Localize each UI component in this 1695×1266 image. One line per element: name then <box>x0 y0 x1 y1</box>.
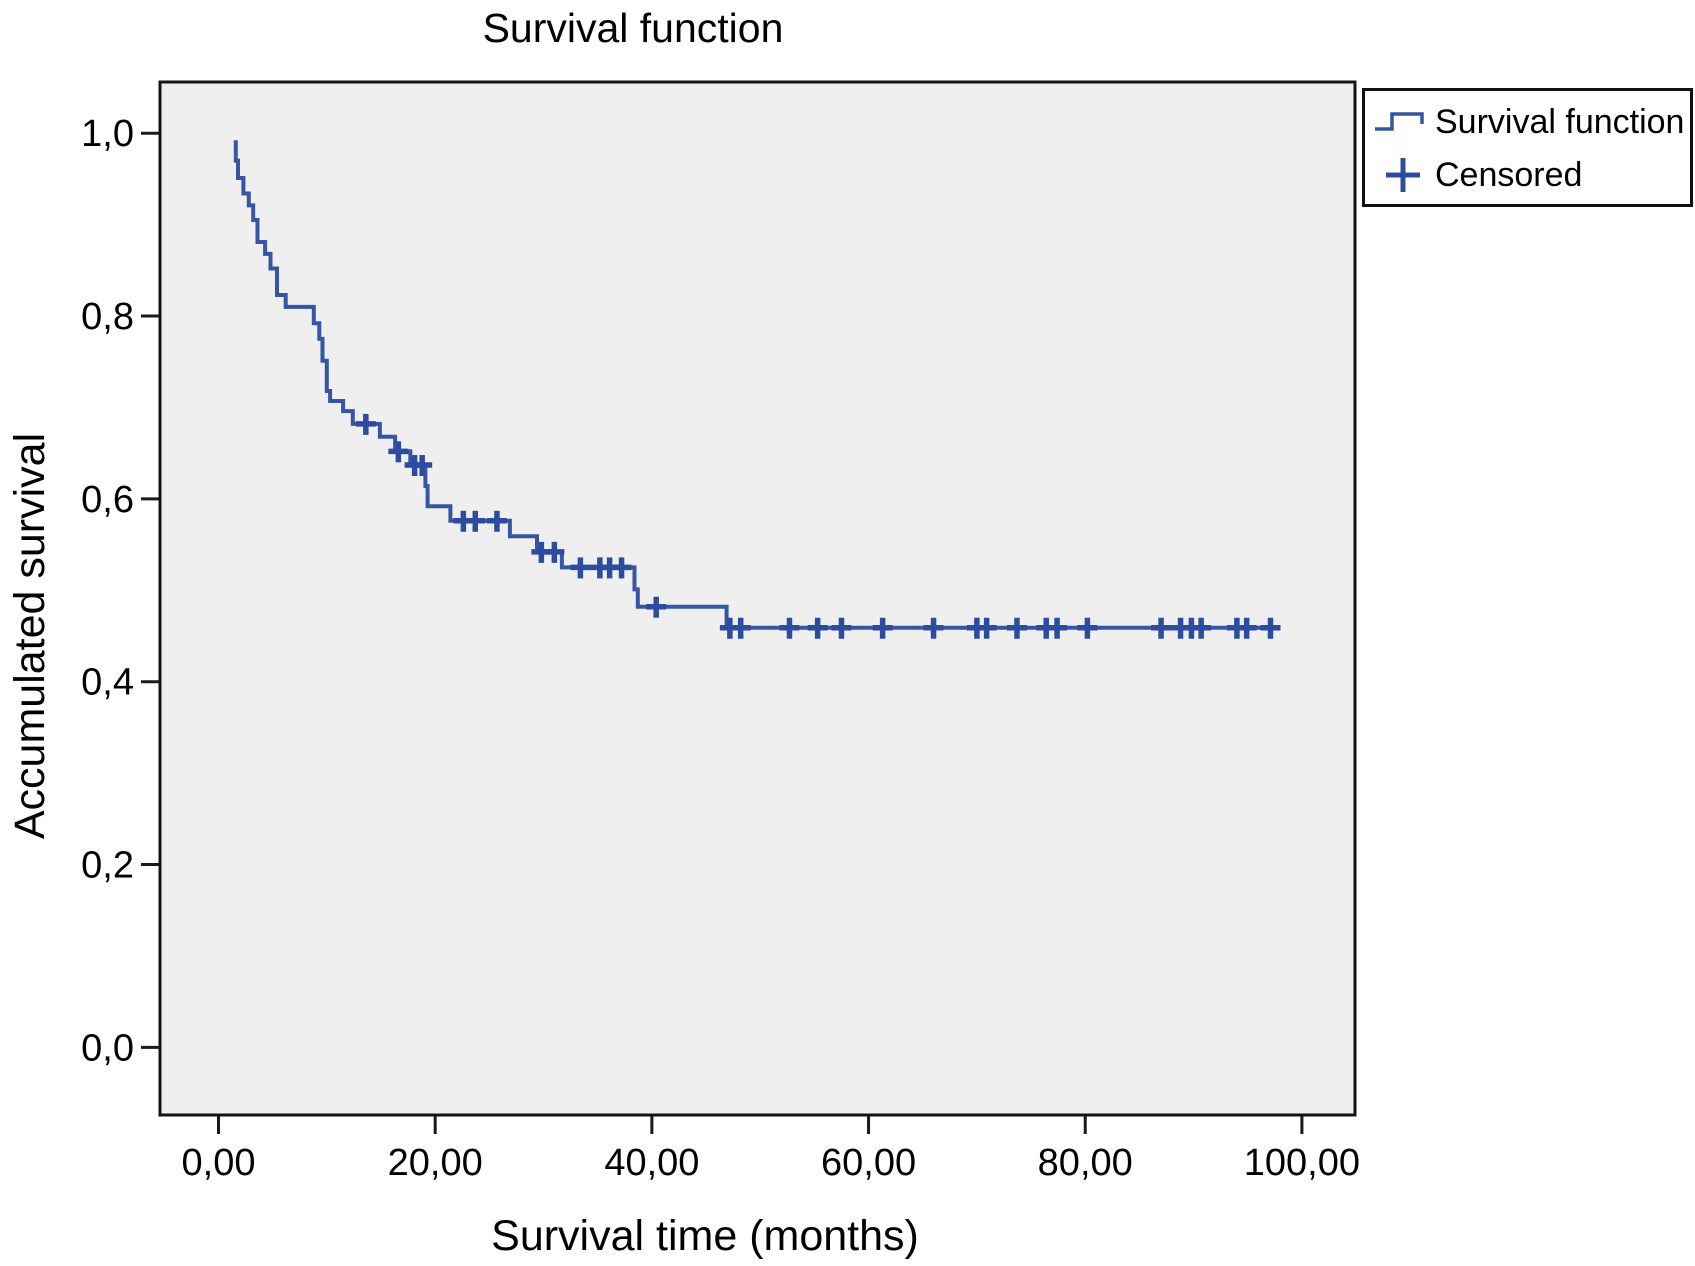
legend-item-label: Survival function <box>1435 102 1685 141</box>
plot-area-background <box>160 82 1355 1115</box>
y-axis-title: Accumulated survival <box>6 433 54 839</box>
y-tick-label: 0,4 <box>81 662 134 704</box>
legend-item-censored: Censored <box>1371 148 1690 201</box>
x-tick-label: 0,00 <box>182 1142 256 1184</box>
survival-curve <box>233 140 1277 630</box>
step-line-icon <box>1371 102 1435 142</box>
chart-title: Survival function <box>483 5 784 51</box>
x-tick-label: 20,00 <box>388 1142 483 1184</box>
y-tick-label: 0,8 <box>81 296 134 338</box>
legend-item-survival-function: Survival function <box>1371 95 1690 148</box>
legend: Survival function Censored <box>1362 88 1693 207</box>
x-tick-label: 80,00 <box>1038 1142 1133 1184</box>
y-tick-label: 0,0 <box>81 1027 134 1069</box>
x-tick-label: 100,00 <box>1244 1142 1360 1184</box>
y-tick-label: 1,0 <box>81 113 134 155</box>
x-axis-title: Survival time (months) <box>491 1212 919 1260</box>
legend-item-label: Censored <box>1435 155 1583 194</box>
plus-icon <box>1371 155 1435 195</box>
x-tick-label: 40,00 <box>604 1142 699 1184</box>
y-tick-label: 0,2 <box>81 845 134 887</box>
plot-frame <box>158 80 1357 1117</box>
x-tick-label: 60,00 <box>821 1142 916 1184</box>
y-tick-label: 0,6 <box>81 479 134 521</box>
